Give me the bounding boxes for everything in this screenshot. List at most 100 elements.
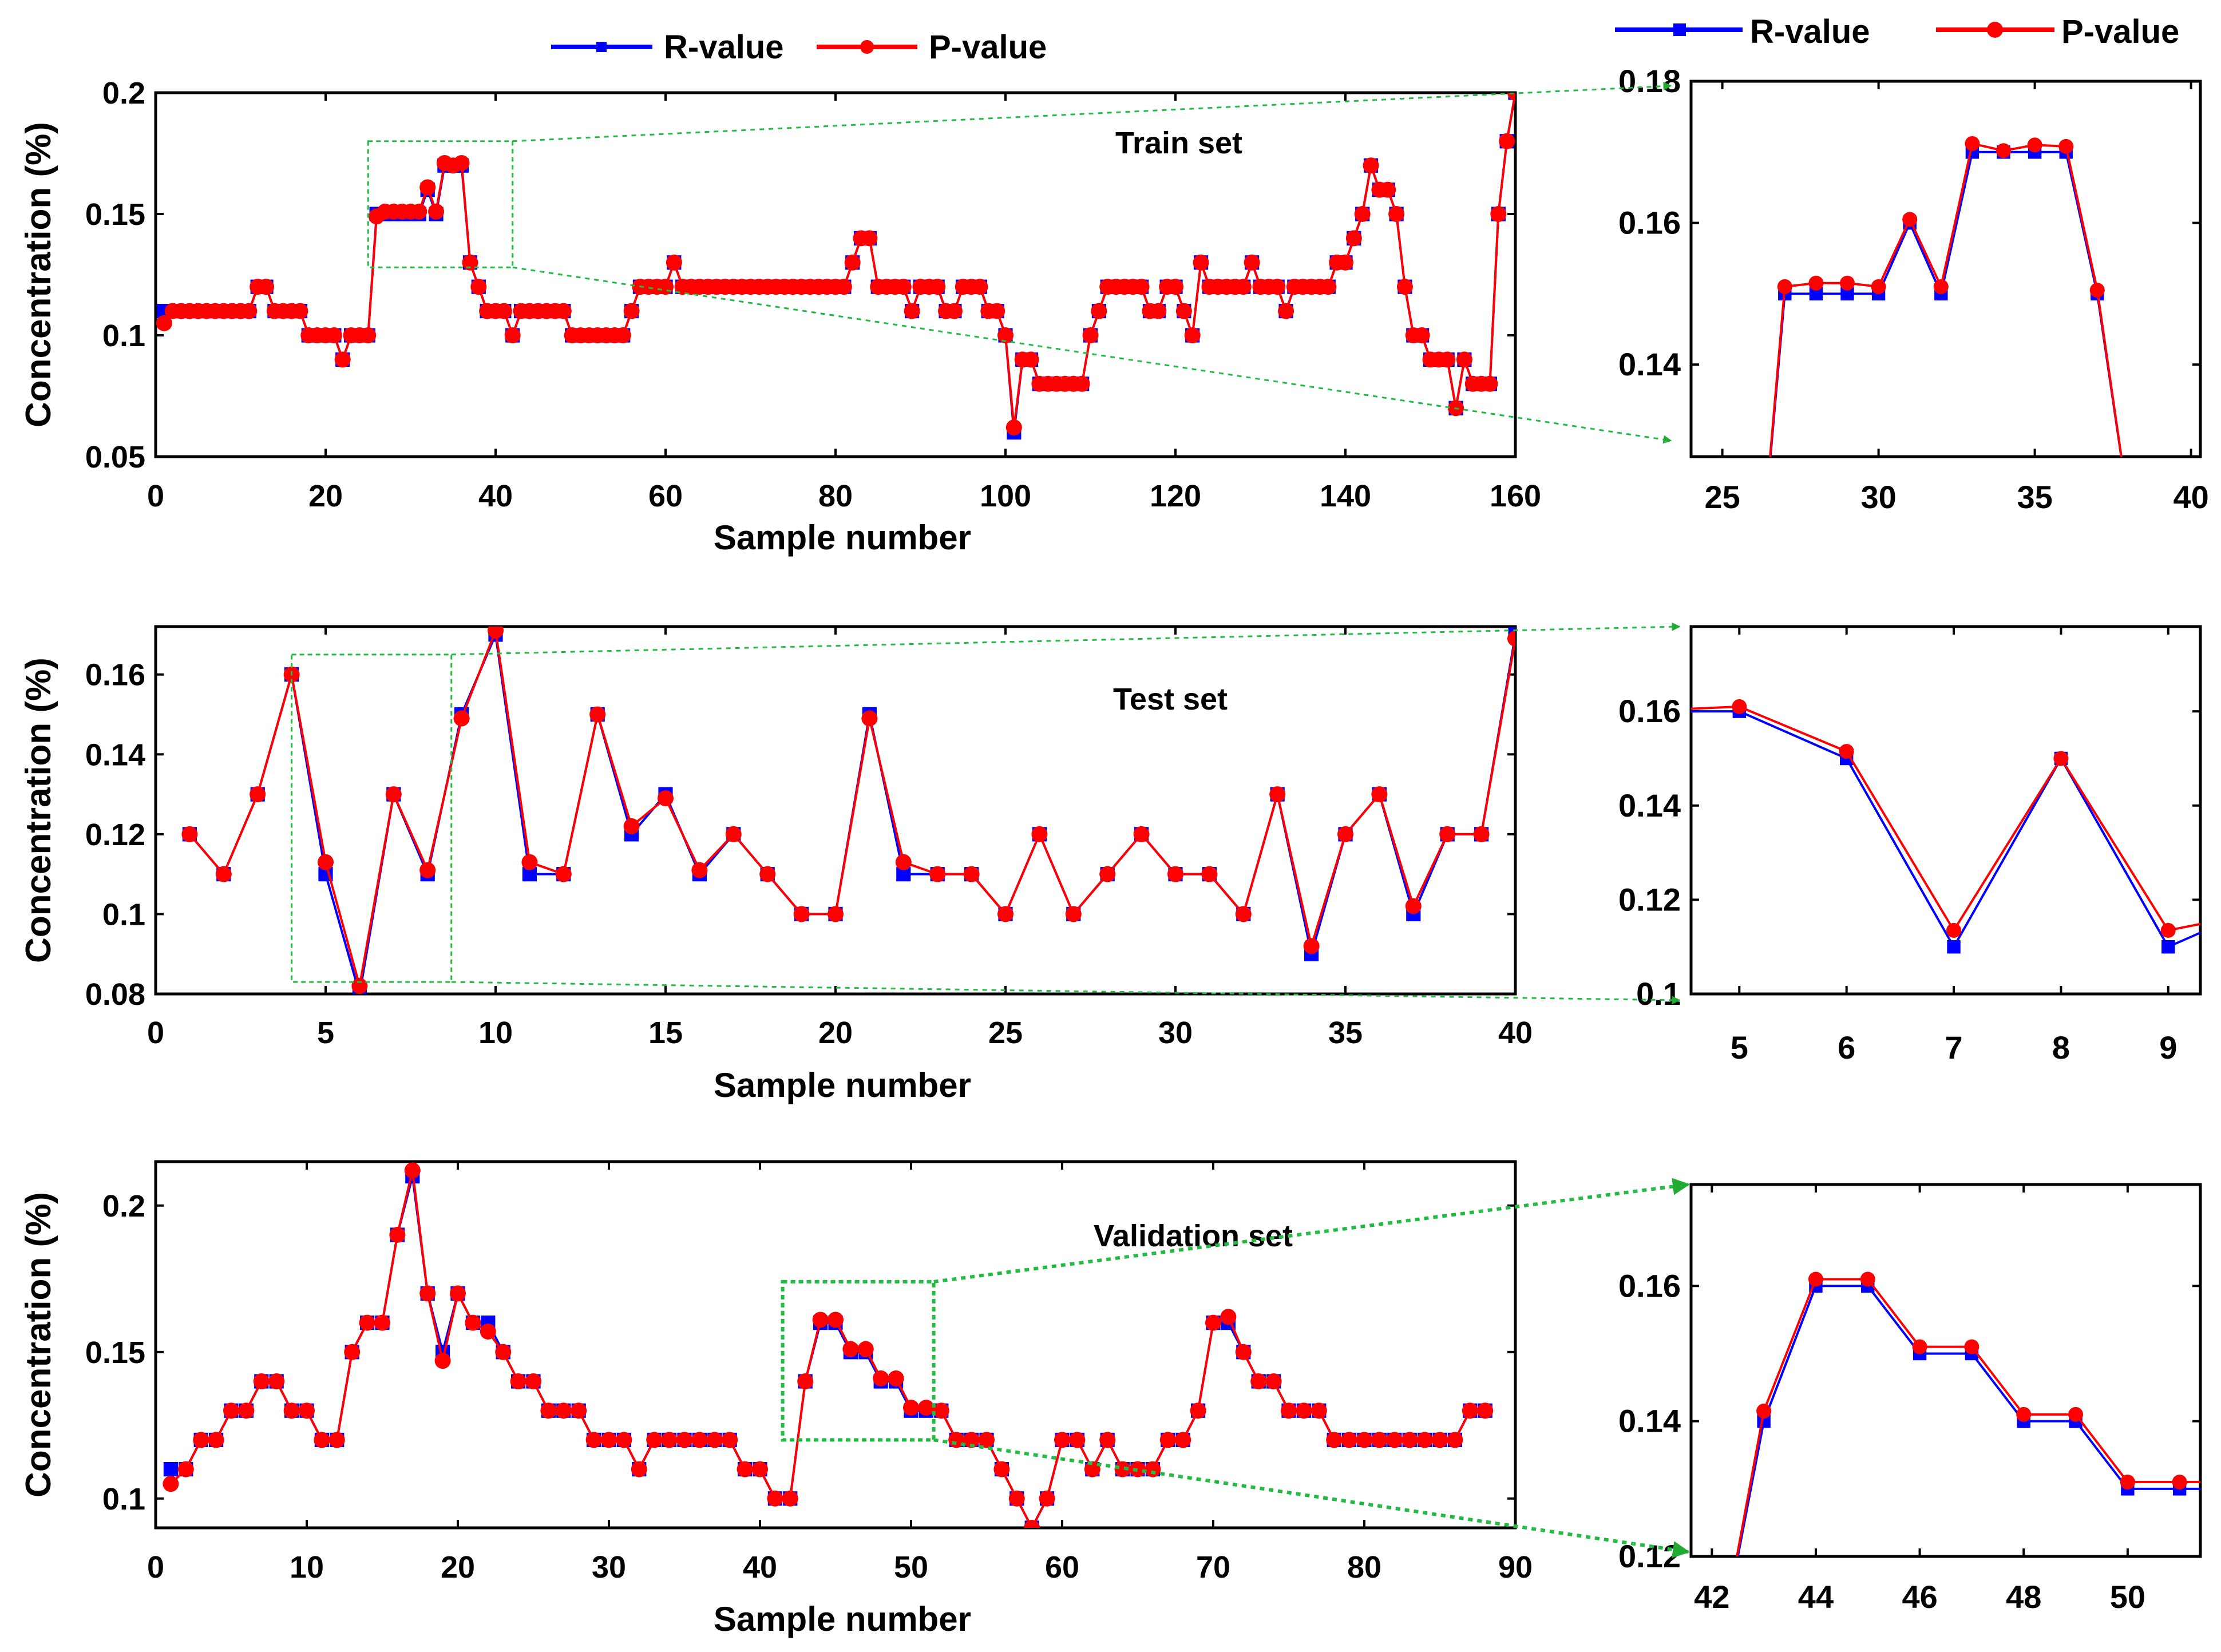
p-value-point xyxy=(1190,1403,1206,1419)
p-value-point xyxy=(1005,419,1022,436)
y-tick-label: 0.1 xyxy=(102,319,145,353)
p-value-point xyxy=(1175,303,1192,319)
p-value-point xyxy=(334,351,351,368)
zoom-guide-top xyxy=(512,82,1672,142)
p-value-point xyxy=(1386,1432,1403,1448)
validation-set-panel: 0 10 20 30 40 50 60 70 80 90 0.1 0.15 0.2 Sample numb… xyxy=(19,1160,1533,1638)
test-zoom-panel: 5 6 7 8 9 0.1 0.12 0.14 0.16 xyxy=(1618,625,2202,1065)
p-value-point xyxy=(1205,1314,1221,1331)
p-value-point xyxy=(1082,327,1099,343)
y-tick-label: 0.14 xyxy=(1618,346,1681,382)
zoom-guide-bottom xyxy=(933,1438,1690,1558)
p-value-point xyxy=(1482,375,1498,392)
p-value-point xyxy=(1084,1461,1100,1477)
y-axis-label: Concentration (%) xyxy=(19,122,58,427)
p-value-point xyxy=(1996,143,2012,159)
p-value-point xyxy=(857,1341,874,1357)
x-axis-label: Sample number xyxy=(714,518,971,557)
p-value-point xyxy=(419,179,436,196)
r-value-point xyxy=(2161,940,2175,954)
r-value-line xyxy=(1736,1285,2200,1556)
p-value-point xyxy=(623,818,640,834)
p-value-point xyxy=(828,1312,844,1328)
p-value-point xyxy=(972,279,988,295)
x-tick-label: 160 xyxy=(1490,479,1541,513)
p-value-point xyxy=(1946,922,1962,938)
p-value-point xyxy=(1320,279,1337,295)
p-value-point xyxy=(2152,569,2167,584)
p-value-point xyxy=(1964,1339,1979,1354)
p-value-point xyxy=(2053,751,2069,766)
p-value-point xyxy=(1439,826,1456,842)
y-tick-label: 0.05 xyxy=(85,440,145,474)
zoom-guides xyxy=(451,82,1690,1558)
p-value-point xyxy=(314,1432,330,1448)
r-value-point xyxy=(163,1462,178,1477)
validation-zoom-panel: 42 44 46 48 50 0.12 0.14 0.16 xyxy=(1618,1183,2202,1615)
zoom-legend-entry-p-value: P-value xyxy=(1936,13,2179,50)
p-value-point xyxy=(1912,1339,1927,1354)
p-value-point xyxy=(1341,1432,1357,1448)
p-value-point xyxy=(163,1476,179,1492)
p-value-point xyxy=(737,1461,753,1477)
p-value-point xyxy=(1777,279,1792,294)
p-value-point xyxy=(1507,630,1515,647)
x-tick-label: 10 xyxy=(290,1550,324,1584)
p-value-point xyxy=(555,1403,572,1419)
p-value-point xyxy=(1269,279,1286,295)
p-value-point xyxy=(1388,206,1405,222)
p-value-point xyxy=(521,854,538,870)
p-value-point xyxy=(1130,1461,1146,1477)
x-tick-label: 20 xyxy=(441,1550,475,1584)
x-tick-label: 70 xyxy=(1196,1550,1230,1584)
x-tick-label: 46 xyxy=(1902,1579,1937,1615)
p-value-point xyxy=(488,627,504,639)
p-value-point xyxy=(929,866,946,882)
p-value-point xyxy=(326,327,342,343)
r-value-point xyxy=(2122,500,2135,513)
p-value-point xyxy=(1860,1271,1875,1287)
x-tick-label: 9 xyxy=(2159,1029,2177,1065)
x-tick-label: 60 xyxy=(1045,1550,1079,1584)
x-tick-label: 48 xyxy=(2006,1579,2041,1615)
p-value-point xyxy=(1031,826,1048,842)
p-value-point xyxy=(359,1314,375,1331)
x-tick-label: 60 xyxy=(648,479,683,513)
p-value-point xyxy=(360,327,377,343)
p-value-point xyxy=(1039,1490,1055,1507)
zoom-guide-top xyxy=(451,622,1681,656)
x-tick-label: 30 xyxy=(592,1550,626,1584)
p-value-point xyxy=(601,1432,617,1448)
zoom-box xyxy=(291,653,453,983)
p-value-point xyxy=(1439,351,1456,368)
p-value-point xyxy=(1133,826,1150,842)
y-tick-label: 0.14 xyxy=(1618,787,1681,823)
p-value-point xyxy=(1840,275,1855,291)
p-value-point xyxy=(616,1432,632,1448)
p-value-point xyxy=(453,154,470,171)
p-value-point xyxy=(238,1403,255,1419)
x-tick-label: 10 xyxy=(478,1016,513,1050)
p-value-point xyxy=(555,303,572,319)
p-value-point xyxy=(241,303,258,319)
p-value-point xyxy=(1220,1309,1237,1325)
p-value-point xyxy=(223,1403,239,1419)
p-value-point xyxy=(1416,1432,1433,1448)
p-value-point xyxy=(480,1323,496,1340)
p-value-point xyxy=(318,854,334,870)
r-value-point xyxy=(1517,110,1531,124)
x-tick-label: 80 xyxy=(818,479,853,513)
p-value-point xyxy=(404,1162,421,1179)
x-tick-label: 80 xyxy=(1347,1550,1381,1584)
p-value-point xyxy=(1150,303,1167,319)
y-tick-label: 0.16 xyxy=(1618,205,1681,241)
p-value-point xyxy=(782,1490,798,1507)
p-value-point xyxy=(1008,1490,1025,1507)
x-tick-label: 40 xyxy=(2173,479,2208,515)
p-value-point xyxy=(2068,1407,2084,1422)
p-value-point xyxy=(1808,1271,1823,1287)
p-value-point xyxy=(1473,826,1490,842)
y-tick-label: 0.18 xyxy=(1618,63,1681,99)
p-value-point xyxy=(181,826,198,842)
y-tick-label: 0.12 xyxy=(85,818,145,852)
